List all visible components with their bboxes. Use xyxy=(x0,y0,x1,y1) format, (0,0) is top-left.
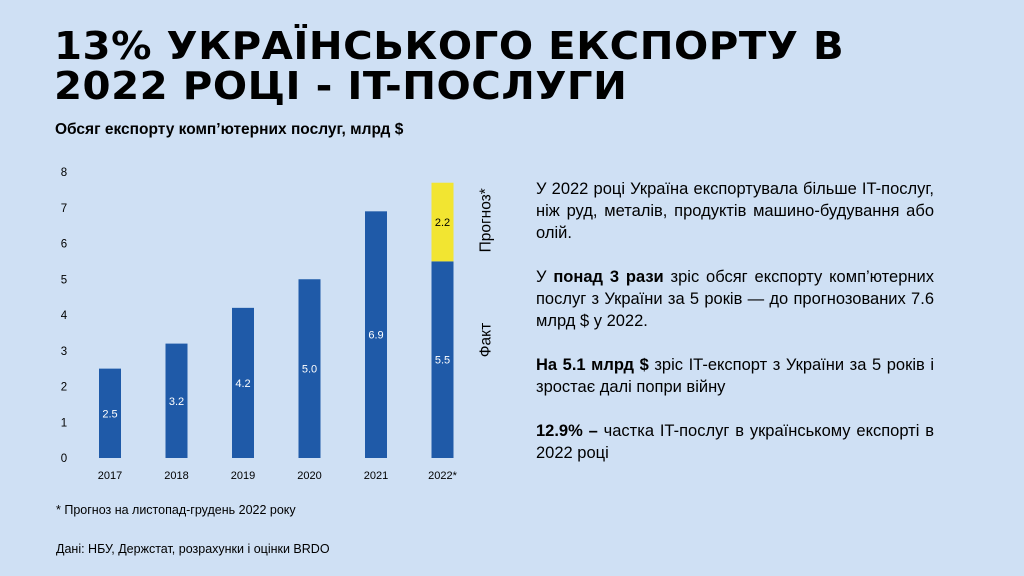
paragraph-2: У понад 3 рази зріс обсяг експорту комп’… xyxy=(536,268,934,330)
y-tick-label: 2 xyxy=(61,382,67,394)
bar-actual-label: 3.2 xyxy=(169,396,184,408)
data-source: Дані: НБУ, Держстат, розрахунки і оцінки… xyxy=(56,542,330,556)
bar-forecast xyxy=(431,182,454,262)
bar-forecast-label: 2.2 xyxy=(435,217,450,229)
bar-chart: 0 1 2 3 4 5 6 7 8 2.5 2017 3.2 2018 4.2 2019 5.0 2020 6.9… xyxy=(61,167,495,482)
bar-actual xyxy=(165,343,188,458)
bar-actual xyxy=(99,368,121,458)
bar-actual-label: 2.5 xyxy=(102,408,117,420)
y-tick-label: 4 xyxy=(61,310,68,322)
highlight: 12.9% – xyxy=(536,422,598,440)
x-tick-label: 2017 xyxy=(98,470,122,482)
x-tick-label: 2021 xyxy=(364,470,388,482)
bar-actual xyxy=(431,261,454,458)
x-tick-label: 2022* xyxy=(428,470,457,482)
paragraph-3: На 5.1 млрд $ зріс IT-експорт з України … xyxy=(536,356,934,396)
bar-actual-label: 5.5 xyxy=(435,355,450,367)
page-title-line-2: 2022 РОЦІ - IT-ПОСЛУГИ xyxy=(54,64,628,108)
y-tick-label: 3 xyxy=(61,346,67,358)
page-title: 13% УКРАЇНСЬКОГО ЕКСПОРТУ В 2022 РОЦІ - … xyxy=(54,26,923,106)
legend-forecast-label: Прогноз* xyxy=(478,188,495,252)
bar-actual xyxy=(232,307,254,458)
bar-actual-label: 4.2 xyxy=(235,378,250,390)
x-tick-label: 2018 xyxy=(164,470,188,482)
y-tick-label: 5 xyxy=(61,274,67,286)
y-tick-label: 7 xyxy=(61,203,67,215)
legend-actual-label: Факт xyxy=(478,323,495,357)
page-title-line-1: 13% УКРАЇНСЬКОГО ЕКСПОРТУ В xyxy=(54,24,845,68)
highlight: понад 3 рази xyxy=(553,268,664,286)
y-tick-label: 6 xyxy=(61,239,67,251)
summary-text: У 2022 році Україна експортувала більше … xyxy=(536,178,934,486)
bar-actual-label: 6.9 xyxy=(368,330,383,342)
y-tick-label: 0 xyxy=(61,453,67,465)
bar-actual xyxy=(365,211,387,458)
paragraph-4: 12.9% – частка IT-послуг в українському … xyxy=(536,422,934,462)
paragraph-1: У 2022 році Україна експортувала більше … xyxy=(536,180,934,242)
chart-title: Обсяг експорту комп’ютерних послуг, млрд… xyxy=(55,121,404,138)
bar-actual xyxy=(298,279,321,458)
highlight: На 5.1 млрд $ xyxy=(536,356,649,374)
x-tick-label: 2020 xyxy=(297,470,321,482)
y-tick-label: 8 xyxy=(61,167,67,179)
y-tick-label: 1 xyxy=(61,417,67,429)
bar-actual-label: 5.0 xyxy=(302,364,317,376)
forecast-footnote: * Прогноз на листопад-грудень 2022 року xyxy=(56,503,296,517)
x-tick-label: 2019 xyxy=(231,470,255,482)
